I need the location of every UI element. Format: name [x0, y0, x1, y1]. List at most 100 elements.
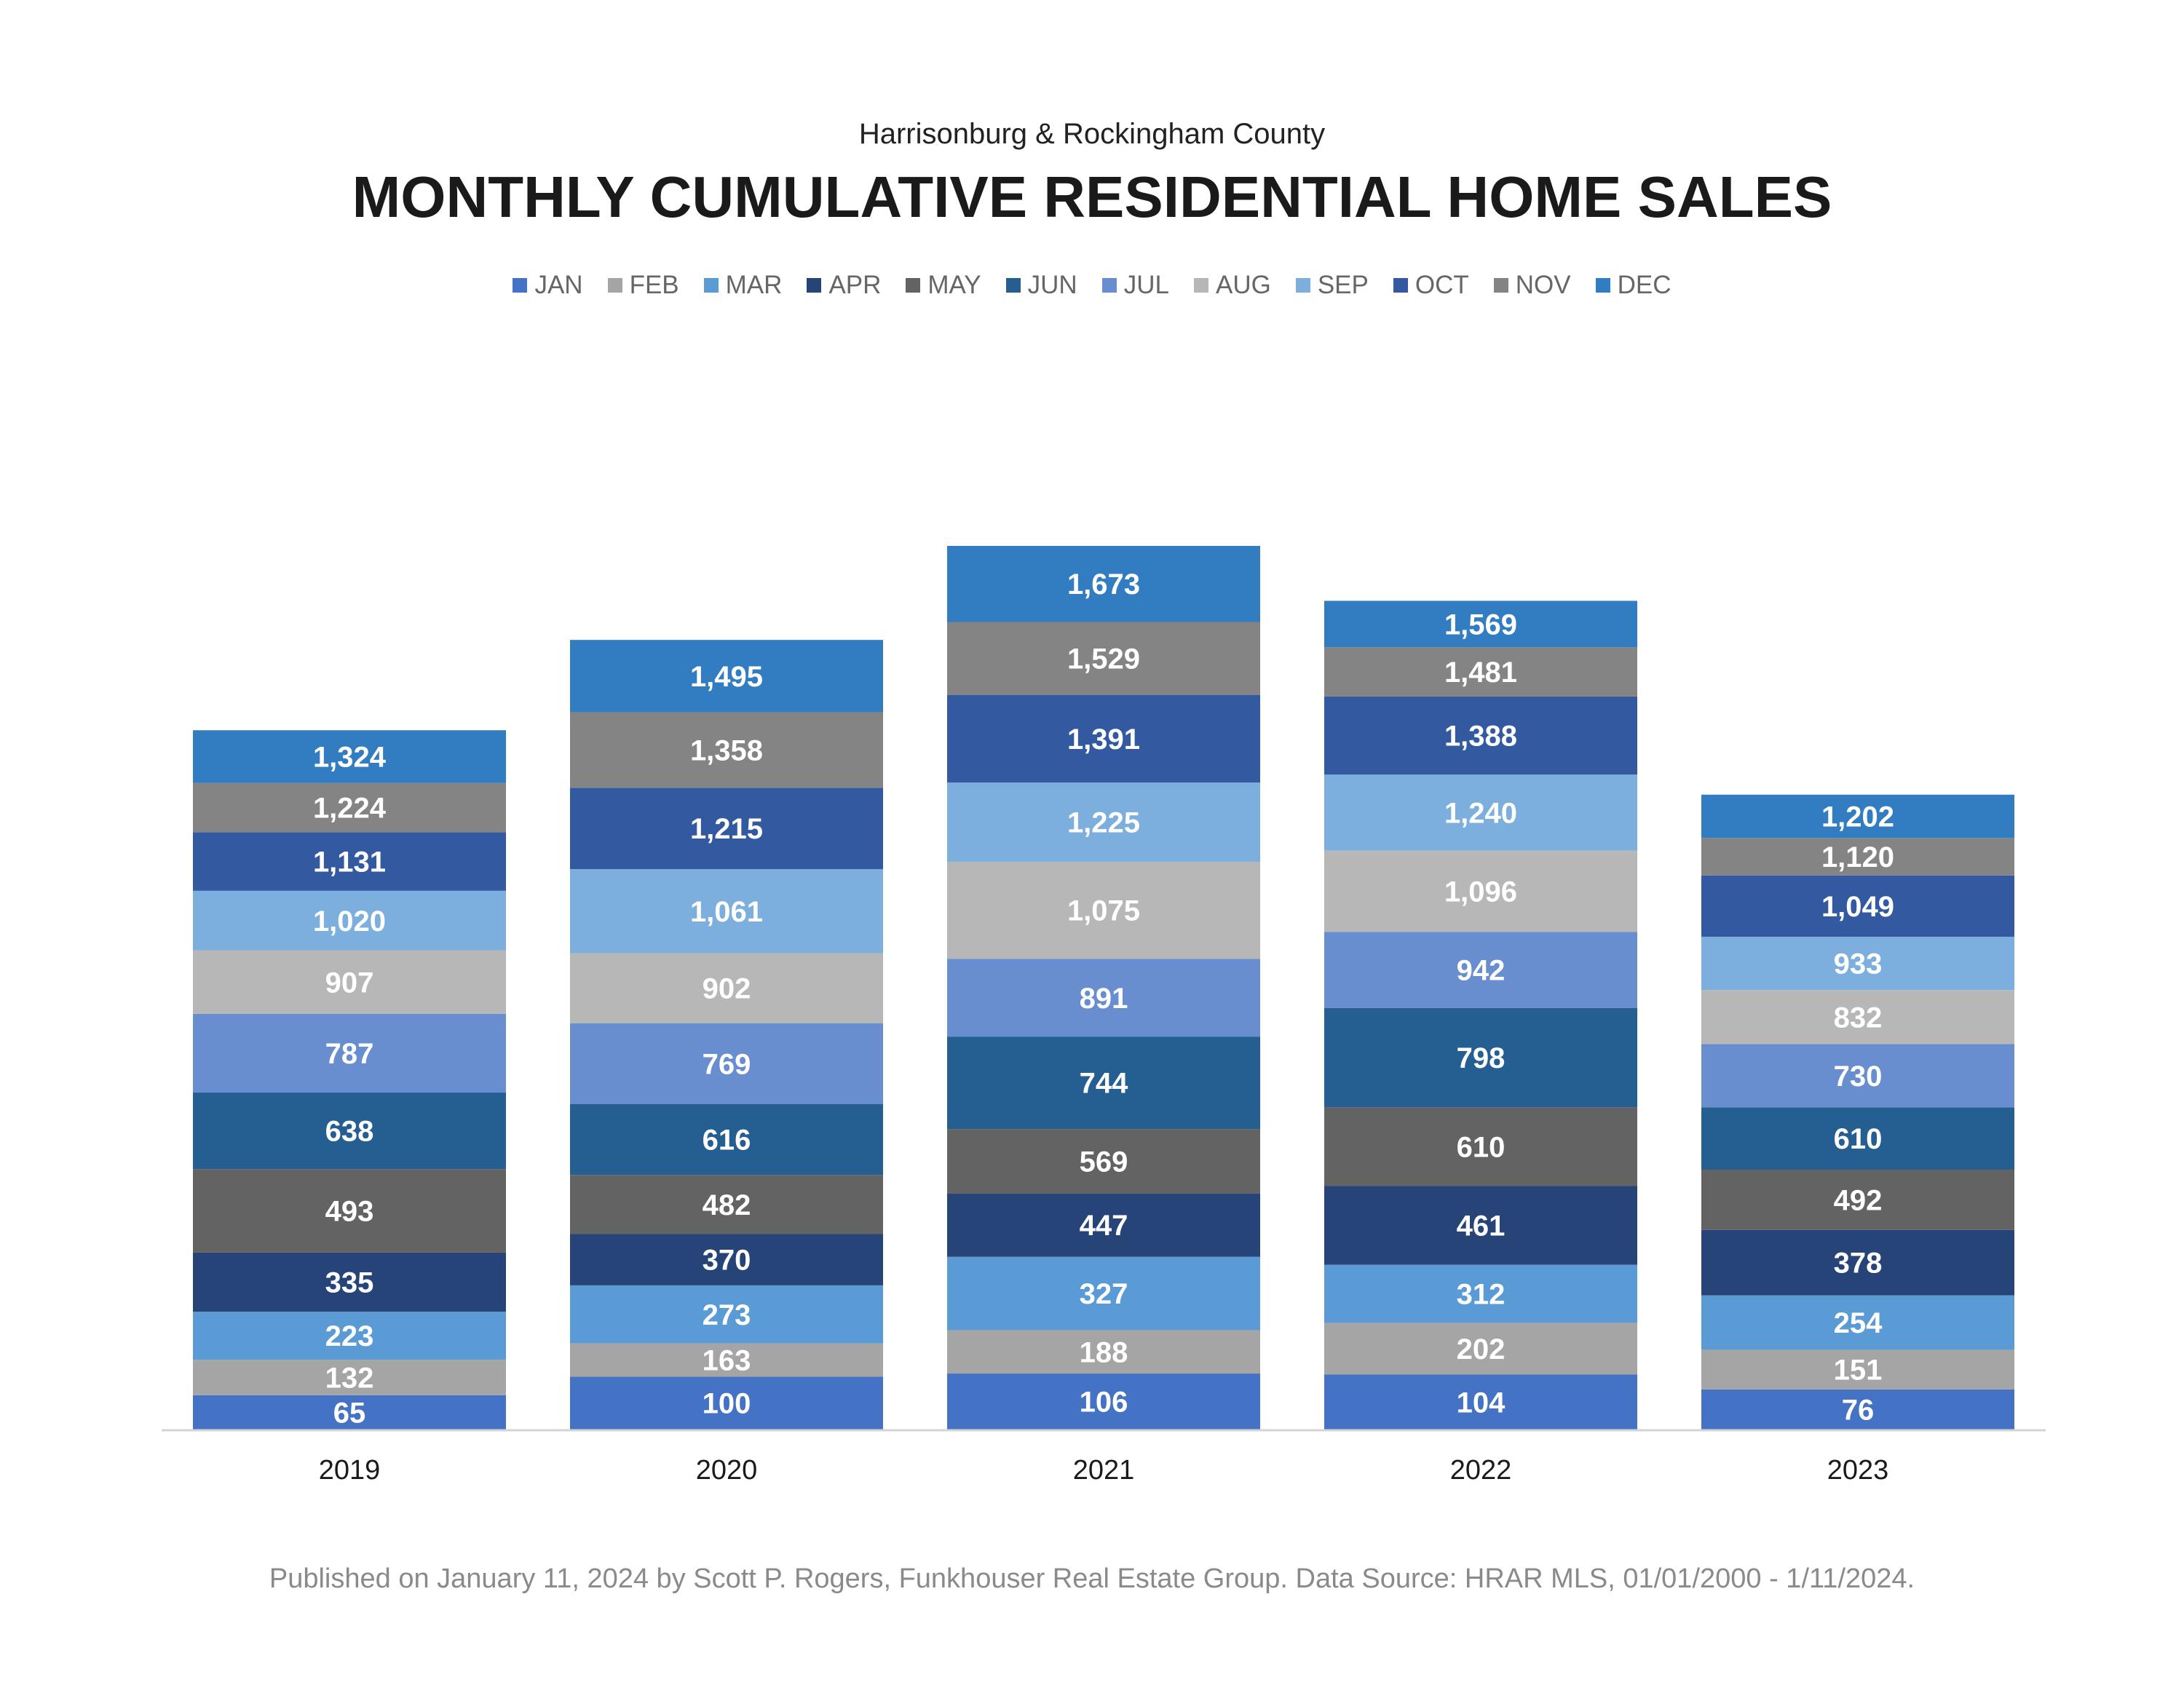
data-label: 76 — [1842, 1394, 1875, 1426]
data-label: 106 — [1080, 1387, 1128, 1419]
data-label: 907 — [325, 967, 374, 999]
data-label: 461 — [1457, 1210, 1506, 1242]
data-label: 1,481 — [1444, 657, 1517, 689]
data-label: 1,495 — [690, 661, 763, 693]
bar-segment-2021-feb — [947, 1330, 1260, 1374]
bar-segment-2023-aug — [1701, 990, 2014, 1044]
bar-segment-2022-apr — [1324, 1186, 1637, 1265]
legend-item-jul: JUL — [1101, 271, 1169, 300]
data-label: 569 — [1080, 1146, 1128, 1178]
bar-segment-2023-mar — [1701, 1295, 2014, 1350]
data-label: 787 — [325, 1038, 374, 1070]
bar-segment-2021-jan — [947, 1373, 1260, 1430]
data-label: 1,358 — [690, 734, 763, 766]
chart-title: MONTHLY CUMULATIVE RESIDENTIAL HOME SALE… — [352, 164, 1832, 229]
data-label: 1,225 — [1067, 807, 1140, 839]
data-label: 902 — [703, 973, 751, 1005]
data-label: 798 — [1457, 1042, 1506, 1074]
legend-item-jan: JAN — [513, 271, 583, 300]
bar-segment-2020-jul — [570, 1023, 883, 1105]
legend-item-oct: OCT — [1393, 271, 1469, 300]
data-label: 1,075 — [1067, 895, 1140, 927]
data-label: 942 — [1457, 955, 1506, 987]
bar-segment-2020-aug — [570, 953, 883, 1023]
bar-segment-2022-sep — [1324, 774, 1637, 851]
legend-label: JUL — [1123, 271, 1169, 299]
bar-segment-2019-nov — [193, 782, 506, 833]
data-label: 65 — [333, 1397, 366, 1429]
legend-label: MAY — [927, 271, 981, 299]
legend-item-dec: DEC — [1595, 271, 1671, 300]
data-label: 493 — [325, 1196, 374, 1228]
legend-label: APR — [828, 271, 882, 299]
legend-item-apr: APR — [807, 271, 881, 300]
data-label: 1,131 — [313, 847, 386, 879]
bar-segment-2021-mar — [947, 1256, 1260, 1331]
legend-swatch — [1595, 278, 1610, 293]
chart-subtitle: Harrisonburg & Rockingham County — [858, 118, 1326, 150]
legend-swatch — [1493, 278, 1508, 293]
bar-segment-2023-nov — [1701, 838, 2014, 876]
data-label: 378 — [1834, 1248, 1883, 1280]
bar-segment-2019-aug — [193, 950, 506, 1014]
legend-item-may: MAY — [906, 271, 981, 300]
legend-swatch — [1101, 278, 1117, 293]
chart-legend: JAN FEB MAR APR MAY JUN JUL AUG SEP OCT NOV DEC — [0, 271, 2184, 300]
x-axis-tick-label: 2021 — [1073, 1455, 1135, 1486]
bar-segment-2019-jul — [193, 1013, 506, 1093]
bar-segment-2020-nov — [570, 712, 883, 788]
bar-segment-2021-jun — [947, 1036, 1260, 1130]
legend-label: MAR — [725, 271, 783, 299]
bar-segment-2021-aug — [947, 861, 1260, 959]
data-label: 769 — [703, 1048, 751, 1080]
data-label: 132 — [325, 1363, 374, 1395]
legend-swatch — [607, 278, 622, 293]
data-label: 1,388 — [1444, 721, 1517, 753]
data-label: 730 — [1834, 1060, 1883, 1093]
data-label: 100 — [703, 1388, 751, 1420]
bar-segment-2020-oct — [570, 788, 883, 870]
data-label: 1,529 — [1067, 643, 1140, 675]
bar-segment-2019-dec — [193, 730, 506, 783]
legend-label: DEC — [1617, 271, 1671, 299]
data-label: 104 — [1457, 1387, 1506, 1419]
bar-segment-2023-sep — [1701, 936, 2014, 991]
bar-segment-2019-jan — [193, 1395, 506, 1430]
legend-item-feb: FEB — [607, 271, 679, 300]
x-axis-tick-label: 2022 — [1450, 1455, 1512, 1486]
data-label: 1,240 — [1444, 797, 1517, 829]
data-label: 1,202 — [1821, 801, 1894, 833]
bar-segment-2022-oct — [1324, 696, 1637, 775]
legend-item-mar: MAR — [703, 271, 783, 300]
data-label: 933 — [1834, 948, 1883, 980]
legend-swatch — [513, 278, 528, 293]
bar-segment-2020-may — [570, 1175, 883, 1234]
data-label: 610 — [1457, 1131, 1506, 1163]
bar-segment-2020-mar — [570, 1285, 883, 1344]
bar-segment-2022-jan — [1324, 1374, 1637, 1430]
legend-swatch — [906, 278, 921, 293]
bar-segment-2023-oct — [1701, 875, 2014, 937]
data-label: 1,020 — [313, 905, 386, 937]
bar-segment-2020-jan — [570, 1376, 883, 1430]
x-axis-tick-label: 2023 — [1827, 1455, 1889, 1486]
legend-label: FEB — [629, 271, 679, 299]
bar-segment-2021-may — [947, 1129, 1260, 1194]
data-label: 492 — [1834, 1184, 1883, 1216]
bar-segment-2023-dec — [1701, 794, 2014, 838]
legend-swatch — [1393, 278, 1408, 293]
bar-segment-2022-may — [1324, 1107, 1637, 1186]
legend-swatch — [1193, 278, 1208, 293]
bar-segment-2019-oct — [193, 832, 506, 891]
bar-segment-2019-may — [193, 1169, 506, 1253]
data-label: 1,324 — [313, 742, 387, 774]
source-footnote: Published on January 11, 2024 by Scott P… — [269, 1563, 1915, 1594]
data-label: 151 — [1834, 1355, 1883, 1387]
legend-swatch — [1295, 278, 1310, 293]
legend-item-sep: SEP — [1295, 271, 1369, 300]
data-label: 1,061 — [690, 896, 763, 928]
bar-segment-2022-aug — [1324, 850, 1637, 932]
bar-segment-2022-jun — [1324, 1007, 1637, 1108]
bar-segment-2021-dec — [947, 546, 1260, 622]
